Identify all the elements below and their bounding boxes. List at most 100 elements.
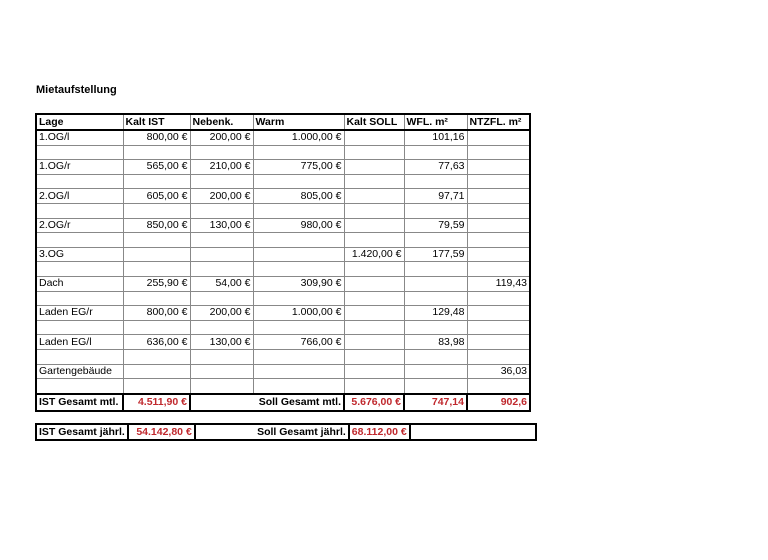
table-cell: 980,00 € xyxy=(252,217,345,234)
empty-cell xyxy=(35,144,124,161)
table-cell: 200,00 € xyxy=(189,305,254,321)
table-cell xyxy=(343,363,405,380)
table-cell: 800,00 € xyxy=(122,129,191,146)
empty-cell xyxy=(189,202,254,219)
table-row: 2.OG/l 605,00 €200,00 €805,00 € 97,71 xyxy=(35,188,531,204)
soll-monthly-value: 5.676,00 € xyxy=(343,392,405,412)
table-cell: 119,43 xyxy=(466,275,531,292)
empty-cell xyxy=(122,173,191,190)
table-cell: 36,03 xyxy=(466,363,531,380)
table-cell xyxy=(252,363,345,380)
empty-cell xyxy=(408,423,537,441)
empty-cell xyxy=(466,261,531,277)
empty-cell xyxy=(189,290,254,307)
empty-cell xyxy=(122,319,191,336)
table-cell: 200,00 € xyxy=(189,129,254,146)
spacer-row xyxy=(35,378,531,395)
table-cell: 565,00 € xyxy=(122,159,191,175)
table-cell: 1.OG/l xyxy=(35,129,124,146)
empty-cell xyxy=(466,232,531,248)
empty-cell xyxy=(403,202,468,219)
empty-cell xyxy=(122,348,191,365)
header-cell: WFL. m² xyxy=(403,113,468,131)
table-cell: 775,00 € xyxy=(252,159,345,175)
table-cell xyxy=(343,334,405,350)
table-cell: 77,63 xyxy=(403,159,468,175)
header-cell: Kalt SOLL xyxy=(343,113,405,131)
table-cell xyxy=(466,305,531,321)
empty-cell xyxy=(343,378,405,395)
table-cell: 210,00 € xyxy=(189,159,254,175)
table-row: 3.OG 1.420,00 €177,59 xyxy=(35,246,531,263)
empty-cell xyxy=(403,144,468,161)
table-cell xyxy=(403,275,468,292)
empty-cell xyxy=(403,378,468,395)
table-cell: 2.OG/r xyxy=(35,217,124,234)
table-cell xyxy=(122,246,191,263)
header-cell: NTZFL. m² xyxy=(466,113,531,131)
soll-yearly-label: Soll Gesamt jährl. xyxy=(193,423,350,441)
ist-monthly-value: 4.511,90 € xyxy=(122,392,191,412)
header-cell: Nebenk. xyxy=(189,113,254,131)
table-cell xyxy=(122,363,191,380)
table-cell: 800,00 € xyxy=(122,305,191,321)
empty-cell xyxy=(122,290,191,307)
table-cell xyxy=(252,246,345,263)
table-cell: 130,00 € xyxy=(189,217,254,234)
table-cell: Gartengebäude xyxy=(35,363,124,380)
empty-cell xyxy=(35,378,124,395)
empty-cell xyxy=(189,144,254,161)
soll-yearly-value: 68.112,00 € xyxy=(347,423,411,441)
table-cell: 605,00 € xyxy=(122,188,191,204)
table-cell xyxy=(466,217,531,234)
empty-cell xyxy=(252,144,345,161)
header-row: Lage Kalt IST Nebenk. Warm Kalt SOLL WFL… xyxy=(35,113,531,131)
empty-cell xyxy=(403,348,468,365)
table-cell: 1.420,00 € xyxy=(343,246,405,263)
table-cell xyxy=(343,129,405,146)
empty-cell xyxy=(403,290,468,307)
table-cell xyxy=(189,363,254,380)
table-cell: Laden EG/r xyxy=(35,305,124,321)
spacer-row xyxy=(35,261,531,277)
table-cell: 101,16 xyxy=(403,129,468,146)
ist-yearly-label: IST Gesamt jährl. xyxy=(35,423,129,441)
header-cell: Kalt IST xyxy=(122,113,191,131)
table-cell xyxy=(343,275,405,292)
spacer-row xyxy=(35,319,531,336)
header-cell: Warm xyxy=(252,113,345,131)
empty-cell xyxy=(252,319,345,336)
table-cell: 200,00 € xyxy=(189,188,254,204)
yearly-row: IST Gesamt jährl. 54.142,80 € Soll Gesam… xyxy=(35,423,537,441)
empty-cell xyxy=(343,261,405,277)
table-row: 1.OG/l 800,00 €200,00 €1.000,00 € 101,16 xyxy=(35,129,531,146)
empty-cell xyxy=(189,348,254,365)
table-cell xyxy=(189,246,254,263)
table-cell xyxy=(466,334,531,350)
empty-cell xyxy=(122,261,191,277)
empty-cell xyxy=(122,378,191,395)
soll-monthly-label: Soll Gesamt mtl. xyxy=(189,392,345,412)
empty-cell xyxy=(466,378,531,395)
empty-cell xyxy=(35,261,124,277)
empty-cell xyxy=(343,348,405,365)
empty-cell xyxy=(403,232,468,248)
table-cell xyxy=(466,129,531,146)
table-cell: 129,48 xyxy=(403,305,468,321)
empty-cell xyxy=(35,202,124,219)
spacer-row xyxy=(35,202,531,219)
table-cell xyxy=(343,188,405,204)
table-cell: 83,98 xyxy=(403,334,468,350)
empty-cell xyxy=(343,319,405,336)
table-cell: Laden EG/l xyxy=(35,334,124,350)
empty-cell xyxy=(35,348,124,365)
wfl-total: 747,14 xyxy=(403,392,468,412)
spacer-row xyxy=(35,232,531,248)
table-row: 1.OG/r 565,00 €210,00 €775,00 € 77,63 xyxy=(35,159,531,175)
table-cell: 309,90 € xyxy=(252,275,345,292)
header-cell: Lage xyxy=(35,113,124,131)
empty-cell xyxy=(252,202,345,219)
empty-cell xyxy=(35,319,124,336)
yearly-totals-table: IST Gesamt jährl. 54.142,80 € Soll Gesam… xyxy=(35,423,537,441)
table-cell: Dach xyxy=(35,275,124,292)
